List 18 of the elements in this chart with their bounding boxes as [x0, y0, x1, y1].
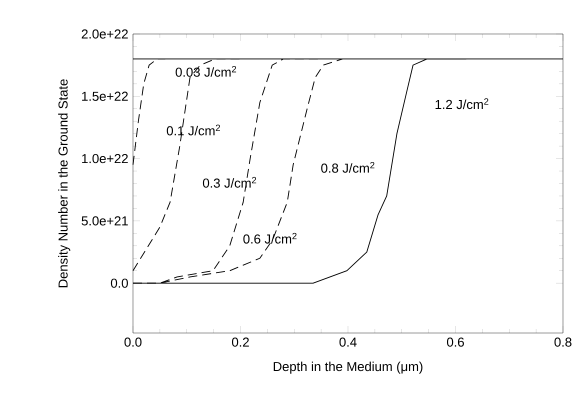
x-tick-label: 0.8 [554, 338, 572, 347]
annotation: 1.2 J/cm$^{2}$ [436, 98, 488, 110]
annotation: 0.3 J/cm$^{2}$ [202, 176, 256, 188]
y-axis-title: Density Number in the Ground State [58, 79, 70, 288]
y-tick-label: 5.0e+21 [82, 216, 128, 226]
y-tick-label: 1.0e+22 [82, 154, 128, 164]
x-axis-title: Depth in the Medium (μm) [274, 362, 422, 374]
annotation: 0.03 J/cm$^{2}$ [176, 66, 236, 77]
annotation: 0.6 J/cm$^{2}$ [243, 232, 297, 244]
x-tick-label: 0.6 [446, 338, 464, 347]
y-tick-label: 2.0e+22 [82, 29, 128, 39]
x-tick-label: 0.4 [339, 338, 357, 347]
y-tick-label: 0.0 [110, 278, 128, 288]
annotation: 0.1 J/cm$^{2}$ [166, 124, 220, 136]
annotation: 0.8 J/cm$^{2}$ [321, 162, 374, 173]
y-tick-label: 1.5e+22 [82, 92, 128, 101]
x-tick-label: 0.2 [232, 338, 249, 347]
x-tick-label: 0.0 [124, 338, 142, 347]
